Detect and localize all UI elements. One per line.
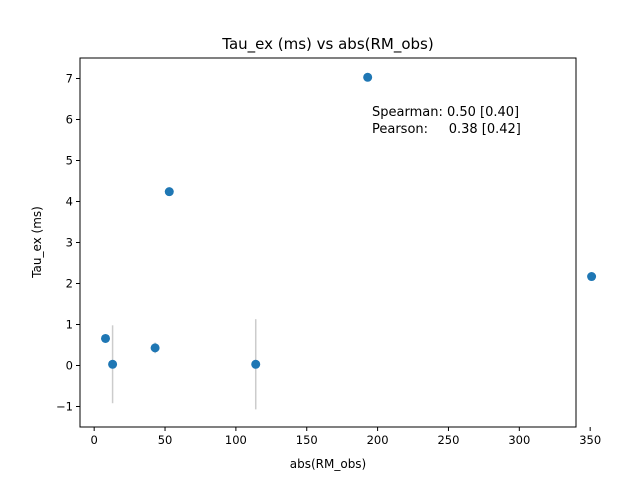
spearman-annotation: Spearman: 0.50 [0.40] bbox=[372, 105, 519, 120]
data-point-0 bbox=[101, 333, 111, 343]
data-points bbox=[101, 72, 597, 369]
y-tick-label-3: 2 bbox=[66, 277, 73, 291]
y-axis-ticks: −1 0 1 2 3 4 5 6 7 bbox=[56, 72, 80, 414]
x-tick-label-2: 100 bbox=[225, 433, 247, 447]
y-tick-label-2: 1 bbox=[66, 318, 73, 332]
y-tick-label-6: 5 bbox=[66, 154, 73, 168]
x-tick-label-1: 50 bbox=[158, 433, 173, 447]
y-tick-label-4: 3 bbox=[66, 236, 73, 250]
x-tick-label-7: 350 bbox=[579, 433, 601, 447]
x-tick-label-0: 0 bbox=[91, 433, 98, 447]
y-tick-label-1: 0 bbox=[66, 359, 73, 373]
data-point-6 bbox=[587, 272, 597, 282]
x-tick-label-4: 200 bbox=[367, 433, 389, 447]
x-axis-ticks: 0 50 100 150 200 250 300 350 bbox=[91, 427, 601, 447]
y-axis-label: Tau_ex (ms) bbox=[30, 206, 44, 279]
pearson-annotation: Pearson: 0.38 [0.42] bbox=[372, 122, 521, 137]
y-tick-label-0: −1 bbox=[56, 400, 73, 414]
data-point-4 bbox=[251, 359, 261, 369]
data-point-1 bbox=[108, 359, 118, 369]
x-tick-label-3: 150 bbox=[296, 433, 318, 447]
x-tick-label-5: 250 bbox=[437, 433, 459, 447]
y-tick-label-5: 4 bbox=[66, 195, 73, 209]
chart-title: Tau_ex (ms) vs abs(RM_obs) bbox=[221, 35, 433, 54]
x-tick-label-6: 300 bbox=[508, 433, 530, 447]
data-point-5 bbox=[363, 72, 373, 82]
y-tick-label-7: 6 bbox=[66, 113, 73, 127]
data-point-2 bbox=[150, 343, 160, 353]
data-point-3 bbox=[164, 187, 174, 197]
x-axis-label: abs(RM_obs) bbox=[290, 457, 367, 471]
y-tick-label-8: 7 bbox=[66, 72, 73, 86]
